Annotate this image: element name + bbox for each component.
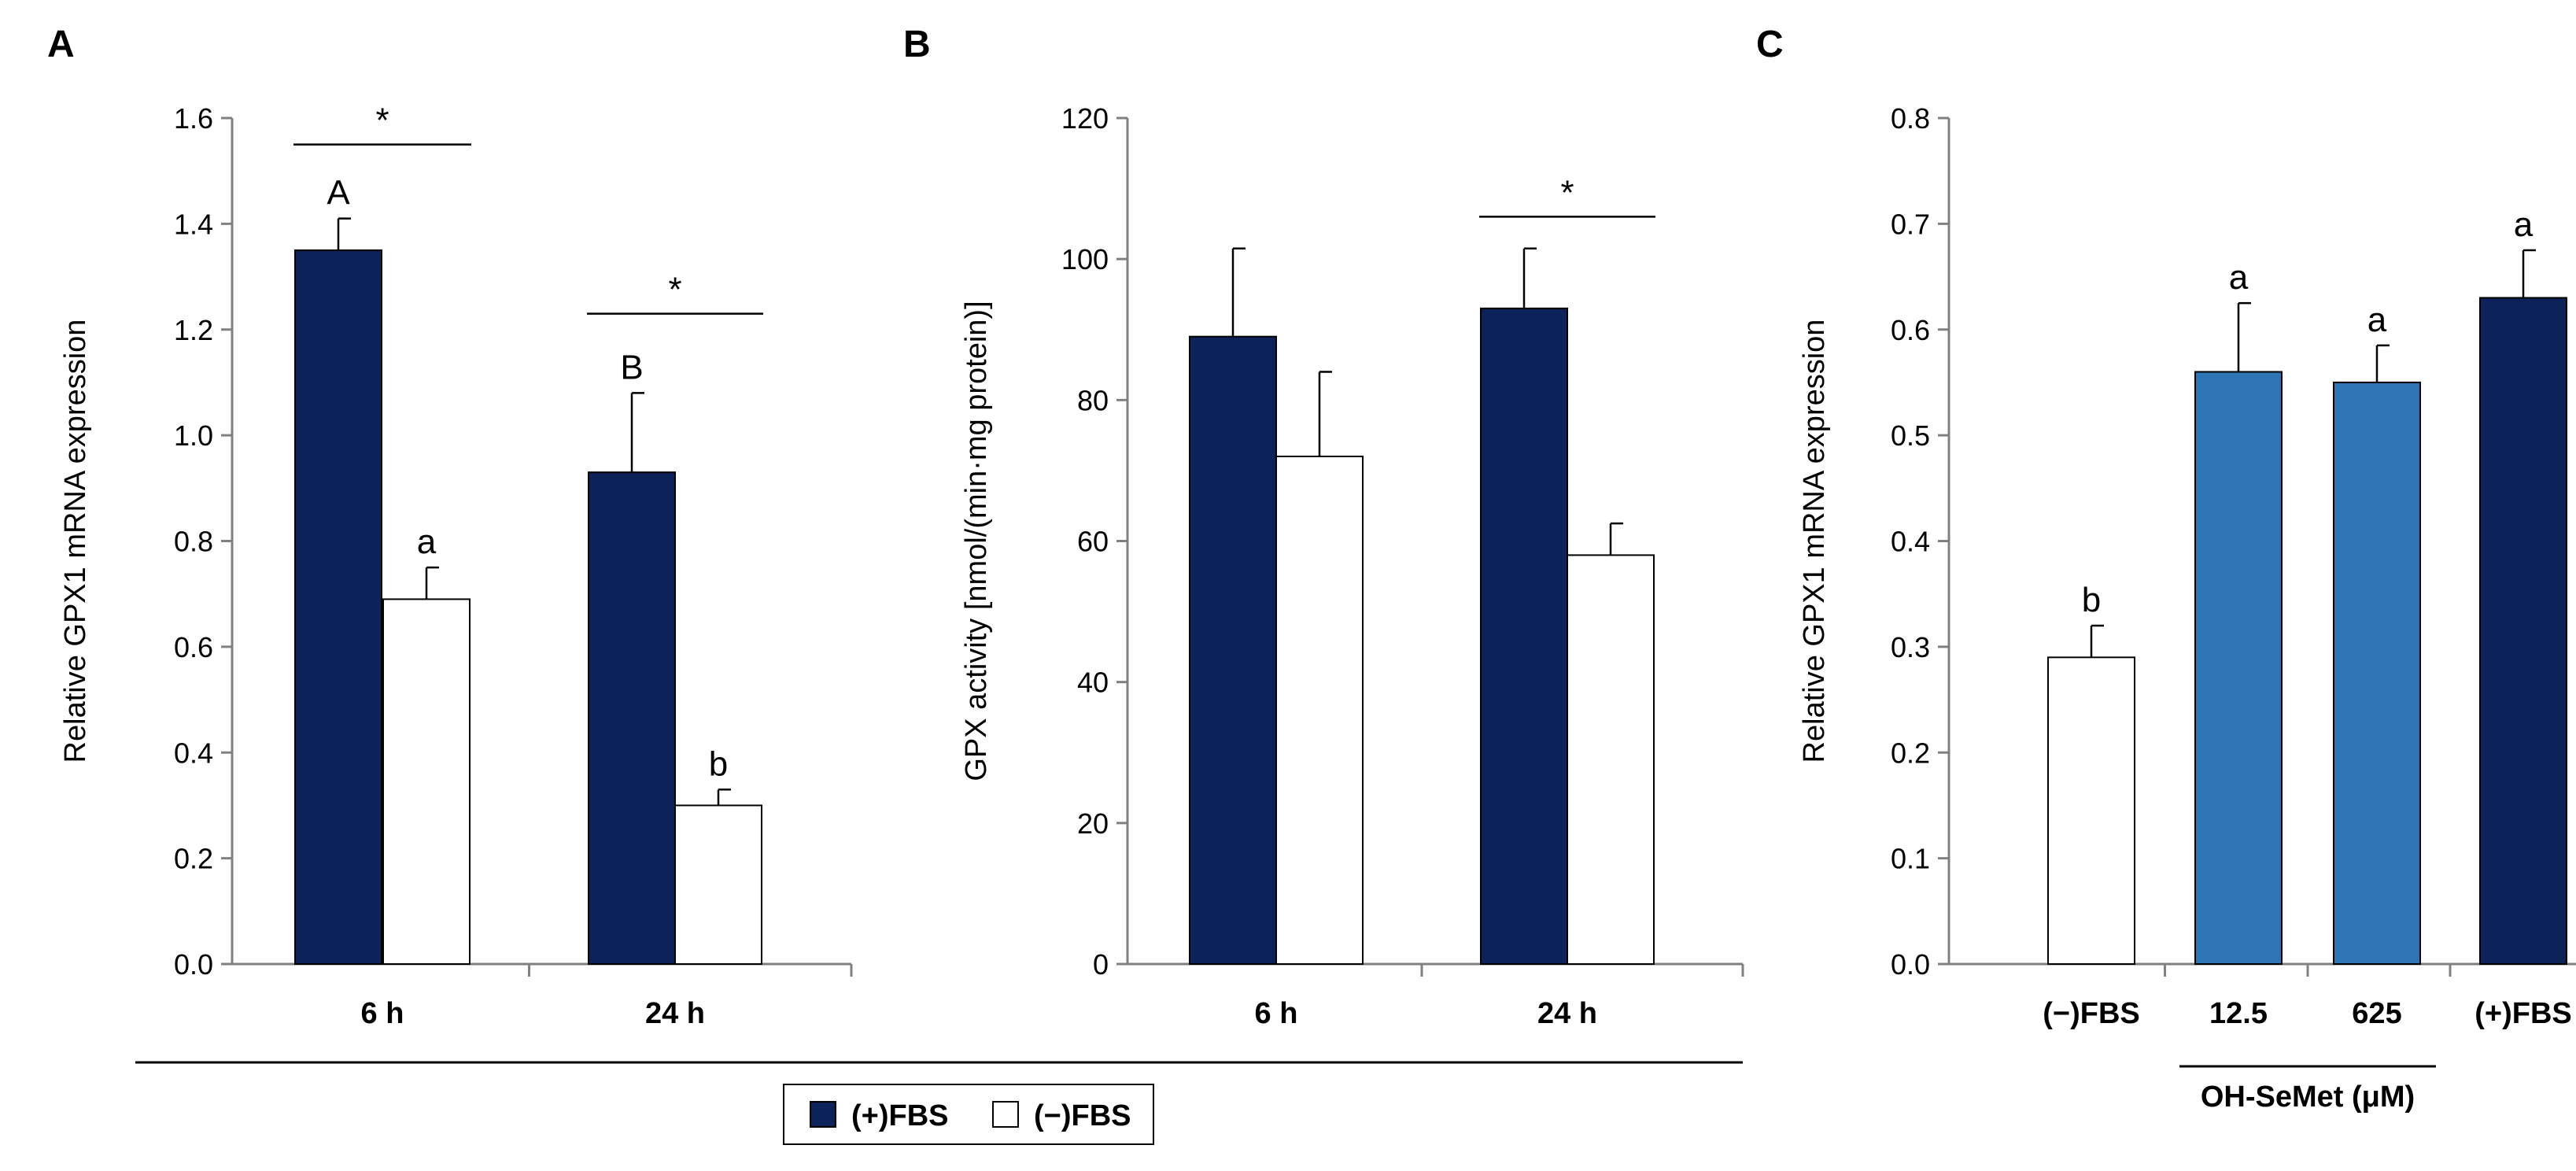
y-tick-label: 0.5 <box>1891 419 1930 452</box>
bar <box>1275 456 1364 965</box>
y-tick-label: 20 <box>1077 807 1109 840</box>
y-tick-label: 60 <box>1077 526 1109 558</box>
bar <box>2047 656 2135 965</box>
significance-asterisk: * <box>668 271 681 309</box>
category-label: 625 <box>2352 997 2401 1030</box>
legend-label-plus-fbs: (+)FBS <box>851 1099 949 1132</box>
y-axis-label: Relative GPX1 mRNA expression <box>1798 320 1831 763</box>
panel-letter-c: C <box>1756 24 1784 65</box>
panel-b-chart: B 0 20 40 60 80 100 120 GPX activity [nmol/(min·… <box>903 24 1744 1030</box>
bar <box>588 471 676 965</box>
significance-asterisk: * <box>1560 173 1574 212</box>
bar <box>294 249 382 965</box>
y-tick-label: 1.6 <box>174 102 213 135</box>
legend-label-minus-fbs: (−)FBS <box>1034 1099 1131 1132</box>
significance-letter: B <box>620 348 643 386</box>
y-tick-label: 0.0 <box>174 948 213 981</box>
significance-letter: b <box>2082 581 2101 619</box>
y-tick-label: 0.4 <box>1891 526 1930 558</box>
category-label: (+)FBS <box>2475 997 2572 1030</box>
y-tick-label: 0.1 <box>1891 843 1930 875</box>
y-tick-label: 0.2 <box>1891 737 1930 769</box>
category-label: 6 h <box>361 997 404 1030</box>
y-tick-label: 0 <box>1093 948 1109 981</box>
bar <box>1480 307 1568 965</box>
category-label: 12.5 <box>2209 997 2268 1030</box>
y-axis-label: GPX activity [nmol/(min·mg protein)] <box>960 301 993 781</box>
y-tick-label: 1.4 <box>174 208 213 240</box>
y-tick-label: 0.6 <box>1891 314 1930 346</box>
significance-letter: a <box>417 523 437 561</box>
category-label: 24 h <box>645 997 705 1030</box>
y-tick-label: 40 <box>1077 667 1109 699</box>
panel-letter-b: B <box>903 24 931 65</box>
y-tick-label: 1.0 <box>174 419 213 452</box>
y-tick-label: 120 <box>1061 102 1109 135</box>
group-label: OH-SeMet (μM) <box>2201 1080 2415 1114</box>
bar <box>2194 371 2283 965</box>
significance-letter: a <box>2367 301 2387 339</box>
y-tick-label: 0.7 <box>1891 208 1930 240</box>
legend-swatch-plus-fbs <box>810 1101 836 1128</box>
y-tick-label: 0.2 <box>174 843 213 875</box>
significance-asterisk: * <box>375 102 389 140</box>
category-label: (−)FBS <box>2043 997 2140 1030</box>
category-label: 6 h <box>1255 997 1298 1030</box>
significance-letter: b <box>709 744 728 783</box>
bar <box>1189 335 1277 966</box>
bar <box>674 804 762 965</box>
y-tick-label: 0.4 <box>174 737 213 769</box>
y-tick-label: 1.2 <box>174 314 213 346</box>
y-tick-label: 0.8 <box>1891 102 1930 135</box>
y-tick-label: 0.3 <box>1891 631 1930 663</box>
panel-a-chart: A 0.0 0.2 0.4 0.6 0.8 1.0 1.2 1.4 1.6 Relative GPX… <box>47 24 853 1030</box>
category-label: 24 h <box>1537 997 1597 1030</box>
y-axis-label: Relative GPX1 mRNA expression <box>59 320 92 763</box>
y-tick-label: 0.8 <box>174 526 213 558</box>
bar <box>2333 381 2421 965</box>
significance-letter: A <box>327 174 350 212</box>
legend: (+)FBS (−)FBS <box>783 1084 1154 1145</box>
bar <box>1567 554 1655 965</box>
panel-c-chart: C 0.0 0.1 0.2 0.3 0.4 0.5 0.6 0.7 0.8 Relative GPX… <box>1756 24 2576 1114</box>
bar <box>382 598 471 965</box>
y-tick-label: 80 <box>1077 384 1109 416</box>
y-tick-label: 100 <box>1061 243 1109 275</box>
significance-letter: a <box>2229 258 2249 297</box>
y-tick-label: 0.0 <box>1891 948 1930 981</box>
legend-swatch-minus-fbs <box>992 1101 1019 1128</box>
y-tick-label: 0.6 <box>174 631 213 663</box>
bar <box>2479 297 2567 965</box>
significance-letter: a <box>2514 205 2534 244</box>
panel-letter-a: A <box>47 24 75 65</box>
legend-border <box>783 1084 1154 1145</box>
